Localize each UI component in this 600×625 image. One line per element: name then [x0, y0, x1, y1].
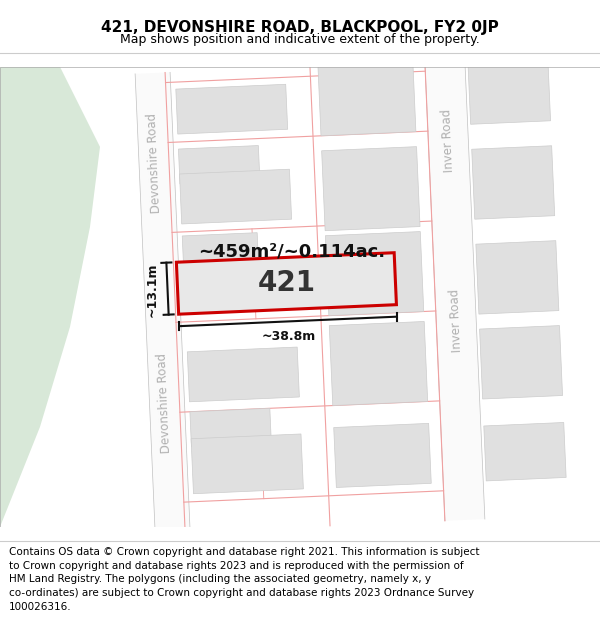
Text: 421, DEVONSHIRE ROAD, BLACKPOOL, FY2 0JP: 421, DEVONSHIRE ROAD, BLACKPOOL, FY2 0JP [101, 20, 499, 35]
Polygon shape [176, 84, 287, 134]
Polygon shape [329, 321, 428, 406]
Text: Map shows position and indicative extent of the property.: Map shows position and indicative extent… [120, 32, 480, 46]
Polygon shape [179, 169, 292, 224]
Polygon shape [322, 147, 420, 231]
Text: co-ordinates) are subject to Crown copyright and database rights 2023 Ordnance S: co-ordinates) are subject to Crown copyr… [9, 588, 474, 598]
Text: HM Land Registry. The polygons (including the associated geometry, namely x, y: HM Land Registry. The polygons (includin… [9, 574, 431, 584]
Text: Devonshire Road: Devonshire Road [156, 352, 173, 453]
Text: Inver Road: Inver Road [440, 108, 456, 172]
Text: Devonshire Road: Devonshire Road [145, 112, 163, 214]
Text: 100026316.: 100026316. [9, 602, 71, 612]
Polygon shape [472, 146, 555, 219]
Text: Contains OS data © Crown copyright and database right 2021. This information is : Contains OS data © Crown copyright and d… [9, 547, 479, 557]
PathPatch shape [0, 67, 100, 527]
Polygon shape [317, 52, 416, 136]
Polygon shape [191, 434, 304, 494]
Polygon shape [135, 72, 190, 533]
Polygon shape [325, 232, 424, 316]
Polygon shape [425, 59, 485, 521]
Polygon shape [190, 408, 271, 447]
Text: Inver Road: Inver Road [448, 288, 464, 352]
Polygon shape [484, 422, 566, 481]
Polygon shape [479, 326, 563, 399]
Polygon shape [187, 347, 299, 402]
Polygon shape [178, 146, 260, 184]
Text: ~38.8m: ~38.8m [262, 330, 316, 343]
Polygon shape [476, 241, 559, 314]
Text: 421: 421 [257, 269, 316, 298]
Text: ~459m²/~0.114ac.: ~459m²/~0.114ac. [198, 242, 385, 260]
Text: to Crown copyright and database rights 2023 and is reproduced with the permissio: to Crown copyright and database rights 2… [9, 561, 464, 571]
Polygon shape [334, 423, 431, 488]
Polygon shape [176, 253, 397, 314]
Polygon shape [467, 51, 551, 124]
Polygon shape [182, 232, 259, 274]
Text: ~13.1m: ~13.1m [146, 262, 159, 316]
